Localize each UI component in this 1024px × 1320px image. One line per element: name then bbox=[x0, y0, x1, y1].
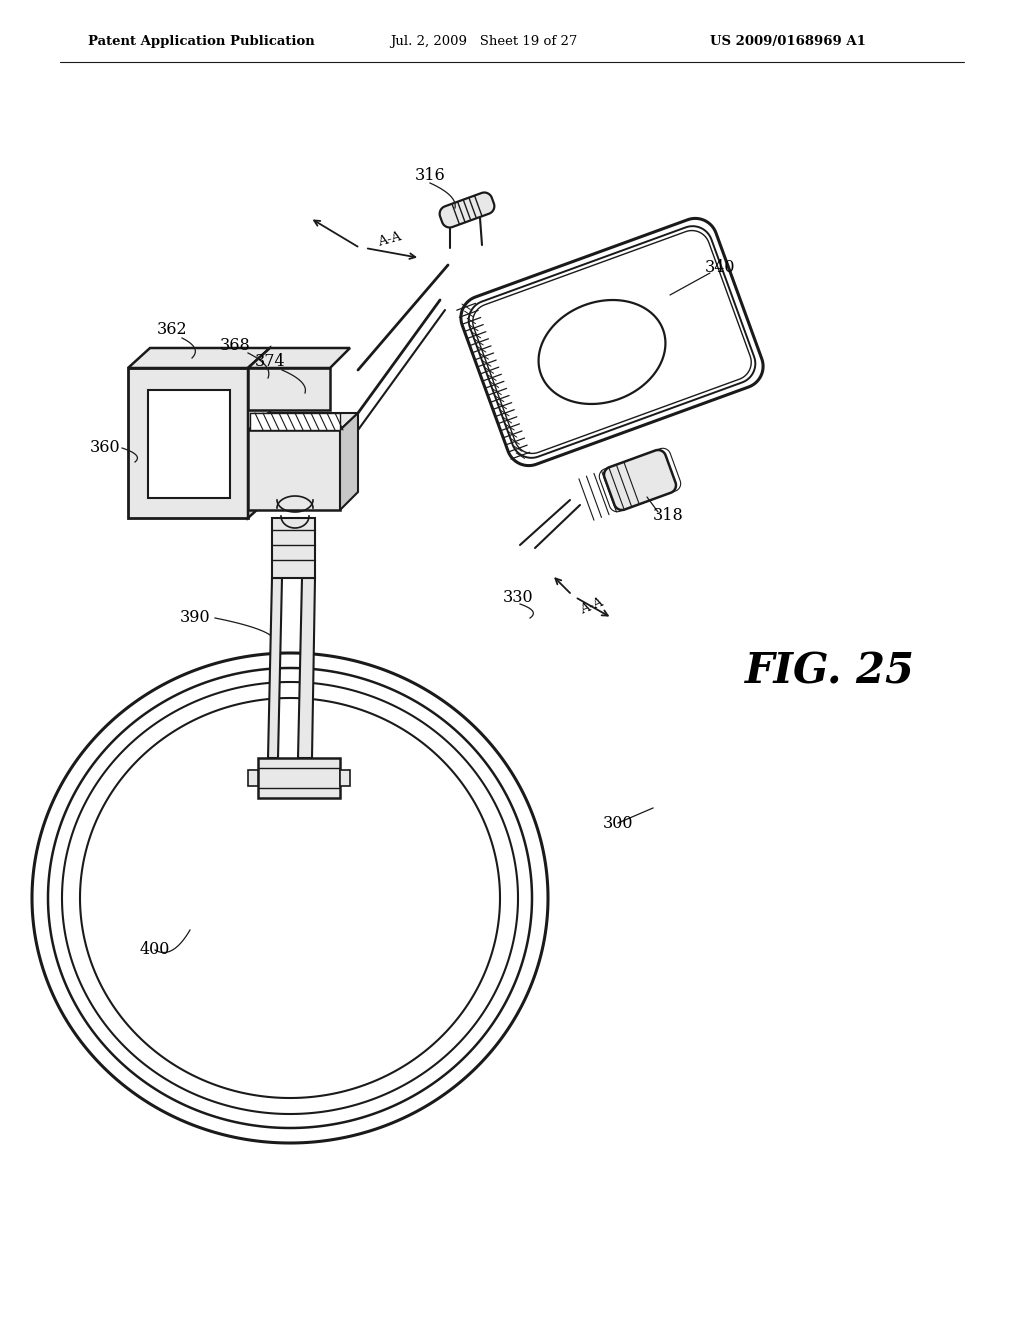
Polygon shape bbox=[62, 682, 518, 1114]
Polygon shape bbox=[248, 770, 258, 785]
Polygon shape bbox=[473, 231, 752, 454]
Polygon shape bbox=[604, 450, 676, 510]
Polygon shape bbox=[128, 368, 248, 517]
Polygon shape bbox=[272, 517, 315, 578]
Text: 368: 368 bbox=[219, 337, 251, 354]
Text: A-A: A-A bbox=[579, 595, 605, 616]
Text: 360: 360 bbox=[90, 440, 120, 457]
Text: A-A: A-A bbox=[377, 231, 403, 249]
Polygon shape bbox=[32, 653, 548, 1143]
Text: Jul. 2, 2009   Sheet 19 of 27: Jul. 2, 2009 Sheet 19 of 27 bbox=[390, 36, 578, 49]
Text: FIG. 25: FIG. 25 bbox=[745, 651, 915, 693]
Text: 400: 400 bbox=[140, 941, 170, 958]
Polygon shape bbox=[250, 413, 340, 430]
Polygon shape bbox=[340, 413, 358, 510]
Polygon shape bbox=[248, 348, 350, 368]
Polygon shape bbox=[539, 300, 666, 404]
Polygon shape bbox=[340, 770, 350, 785]
Text: US 2009/0168969 A1: US 2009/0168969 A1 bbox=[710, 36, 866, 49]
Polygon shape bbox=[48, 668, 532, 1129]
Text: 374: 374 bbox=[255, 354, 286, 371]
Text: Patent Application Publication: Patent Application Publication bbox=[88, 36, 314, 49]
Text: 390: 390 bbox=[179, 610, 210, 627]
Text: 316: 316 bbox=[415, 166, 445, 183]
Polygon shape bbox=[248, 368, 330, 411]
Polygon shape bbox=[298, 578, 315, 758]
Text: 362: 362 bbox=[157, 322, 187, 338]
Polygon shape bbox=[148, 389, 230, 498]
Text: 300: 300 bbox=[603, 814, 633, 832]
Polygon shape bbox=[80, 698, 500, 1098]
Polygon shape bbox=[248, 348, 270, 517]
Text: 330: 330 bbox=[503, 590, 534, 606]
Polygon shape bbox=[258, 758, 340, 799]
Polygon shape bbox=[128, 348, 270, 368]
Polygon shape bbox=[268, 578, 282, 758]
Polygon shape bbox=[248, 430, 340, 510]
Polygon shape bbox=[439, 193, 495, 227]
Polygon shape bbox=[469, 226, 756, 458]
Text: 340: 340 bbox=[705, 260, 735, 276]
Polygon shape bbox=[461, 218, 763, 466]
Text: 318: 318 bbox=[652, 507, 683, 524]
Polygon shape bbox=[248, 413, 358, 430]
